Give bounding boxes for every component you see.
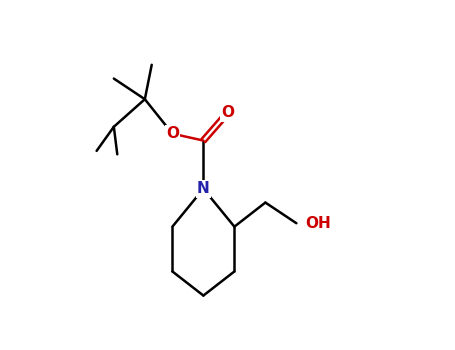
Text: O: O — [166, 126, 179, 141]
Text: O: O — [221, 105, 234, 120]
Text: N: N — [197, 181, 210, 196]
Text: OH: OH — [305, 216, 331, 231]
